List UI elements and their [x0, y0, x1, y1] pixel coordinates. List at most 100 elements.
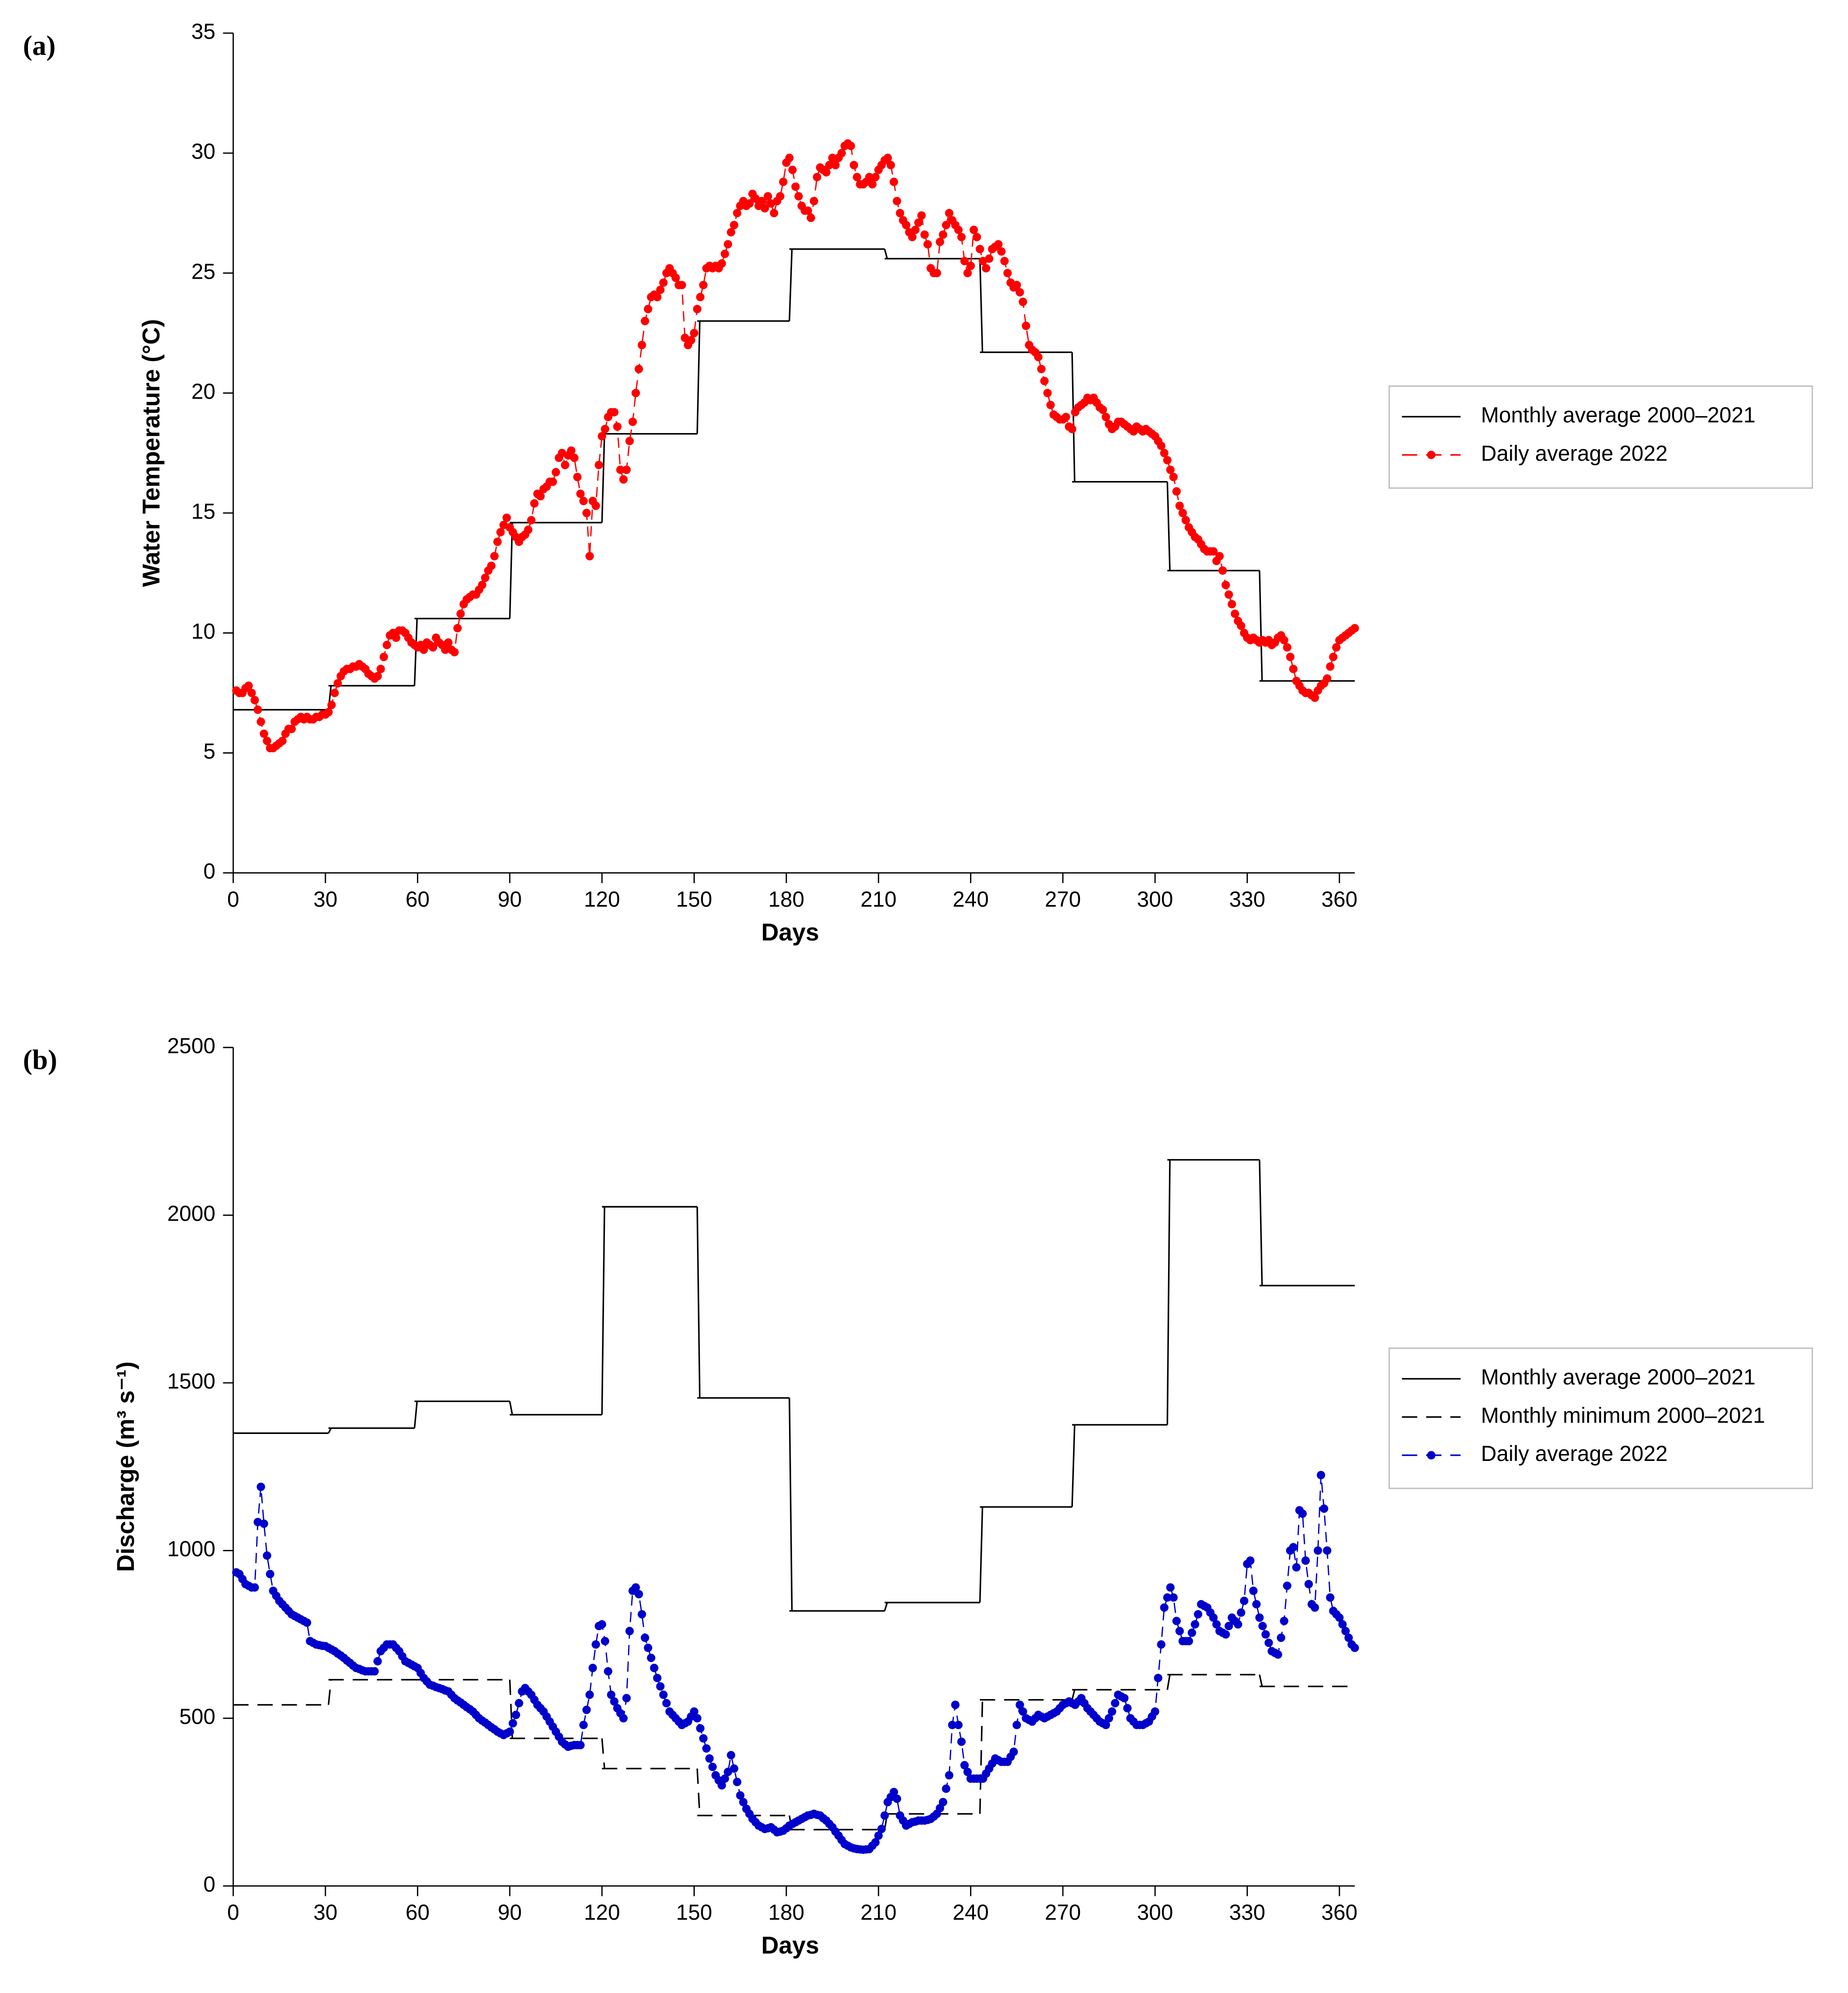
step-riser [979, 1700, 984, 1814]
daily-point [1188, 1628, 1196, 1637]
daily-point [1160, 449, 1169, 457]
legend-label: Monthly minimum 2000–2021 [1481, 1403, 1765, 1427]
daily-point [573, 473, 582, 481]
daily-point [490, 552, 499, 560]
daily-point [515, 1699, 523, 1708]
daily-point [985, 254, 994, 263]
daily-point [1034, 353, 1043, 362]
daily-point [616, 465, 625, 474]
x-tick-label: 240 [953, 887, 989, 911]
daily-point [1326, 662, 1335, 671]
daily-point [889, 1788, 898, 1796]
daily-point [1062, 413, 1070, 421]
daily-point [1209, 547, 1218, 556]
daily-point [1237, 1608, 1246, 1617]
daily-point [585, 552, 594, 560]
daily-point [874, 1831, 883, 1840]
daily-point [1298, 1509, 1307, 1518]
step-riser [1259, 1674, 1263, 1687]
daily-point [1227, 600, 1237, 609]
daily-point [551, 468, 560, 477]
daily-point [724, 1768, 732, 1776]
daily-point [702, 1744, 711, 1753]
daily-point [601, 425, 609, 433]
daily-point [247, 689, 256, 697]
daily-point [825, 160, 834, 170]
daily-point [370, 1667, 379, 1676]
daily-point [644, 1643, 652, 1652]
daily-point [966, 261, 975, 270]
daily-point [717, 1781, 726, 1790]
daily-point [831, 160, 840, 170]
daily-point [481, 573, 490, 582]
step-riser [413, 618, 418, 686]
daily-point [536, 492, 545, 501]
daily-point [1185, 1637, 1193, 1645]
daily-point [598, 432, 606, 440]
daily-point [951, 1700, 960, 1709]
x-axis-label: Days [761, 918, 819, 945]
daily-point [1015, 288, 1024, 297]
daily-point [690, 1707, 699, 1716]
daily-point [622, 465, 631, 474]
daily-point [1249, 1587, 1258, 1595]
daily-point [705, 1754, 714, 1763]
daily-point [453, 624, 462, 633]
daily-point [512, 1710, 520, 1719]
daily-point [1166, 465, 1175, 474]
y-tick-label: 25 [191, 259, 215, 283]
x-tick-label: 330 [1229, 887, 1265, 911]
daily-point [653, 293, 662, 301]
daily-point [591, 1640, 600, 1649]
daily-point [327, 700, 336, 710]
daily-point [1310, 1603, 1319, 1612]
daily-point [1274, 1650, 1282, 1659]
daily-point [1120, 1694, 1129, 1703]
step-riser [413, 1401, 418, 1428]
daily-point [250, 696, 259, 705]
daily-point [687, 336, 696, 345]
daily-point [1221, 580, 1230, 590]
daily-point [487, 561, 496, 570]
y-tick-label: 500 [179, 1704, 215, 1729]
daily-point [877, 1825, 886, 1833]
x-tick-label: 180 [768, 887, 804, 911]
daily-point [450, 648, 459, 657]
daily-point [847, 141, 855, 150]
daily-point [892, 197, 902, 205]
daily-point [456, 609, 465, 618]
daily-point [693, 1714, 702, 1723]
y-tick-label: 20 [191, 379, 215, 403]
daily-point [693, 305, 702, 314]
x-tick-label: 30 [313, 1900, 337, 1925]
daily-point [287, 724, 296, 734]
daily-point [376, 665, 385, 673]
daily-point [997, 247, 1006, 256]
daily-point [635, 1590, 643, 1599]
daily-point [871, 173, 880, 181]
daily-point [650, 1664, 659, 1672]
x-tick-label: 360 [1322, 1900, 1358, 1925]
daily-point [278, 737, 287, 745]
daily-point [1003, 269, 1012, 277]
daily-point [379, 652, 388, 662]
daily-point [576, 489, 585, 498]
daily-point [622, 1694, 631, 1703]
daily-point [1098, 406, 1107, 414]
daily-point [324, 708, 333, 717]
daily-point [1009, 1747, 1018, 1756]
daily-point [902, 221, 911, 229]
daily-point [530, 499, 539, 508]
daily-point [892, 1794, 902, 1803]
daily-point [1157, 441, 1165, 450]
step-riser [884, 1602, 888, 1611]
daily-point [1283, 1581, 1291, 1590]
daily-point [641, 1633, 649, 1642]
daily-point [850, 160, 858, 170]
x-tick-label: 300 [1137, 887, 1173, 911]
x-tick-label: 60 [406, 1900, 430, 1925]
daily-point [1175, 502, 1184, 510]
step-riser [1259, 1160, 1263, 1286]
daily-point [647, 1653, 656, 1662]
daily-point [1237, 621, 1246, 630]
